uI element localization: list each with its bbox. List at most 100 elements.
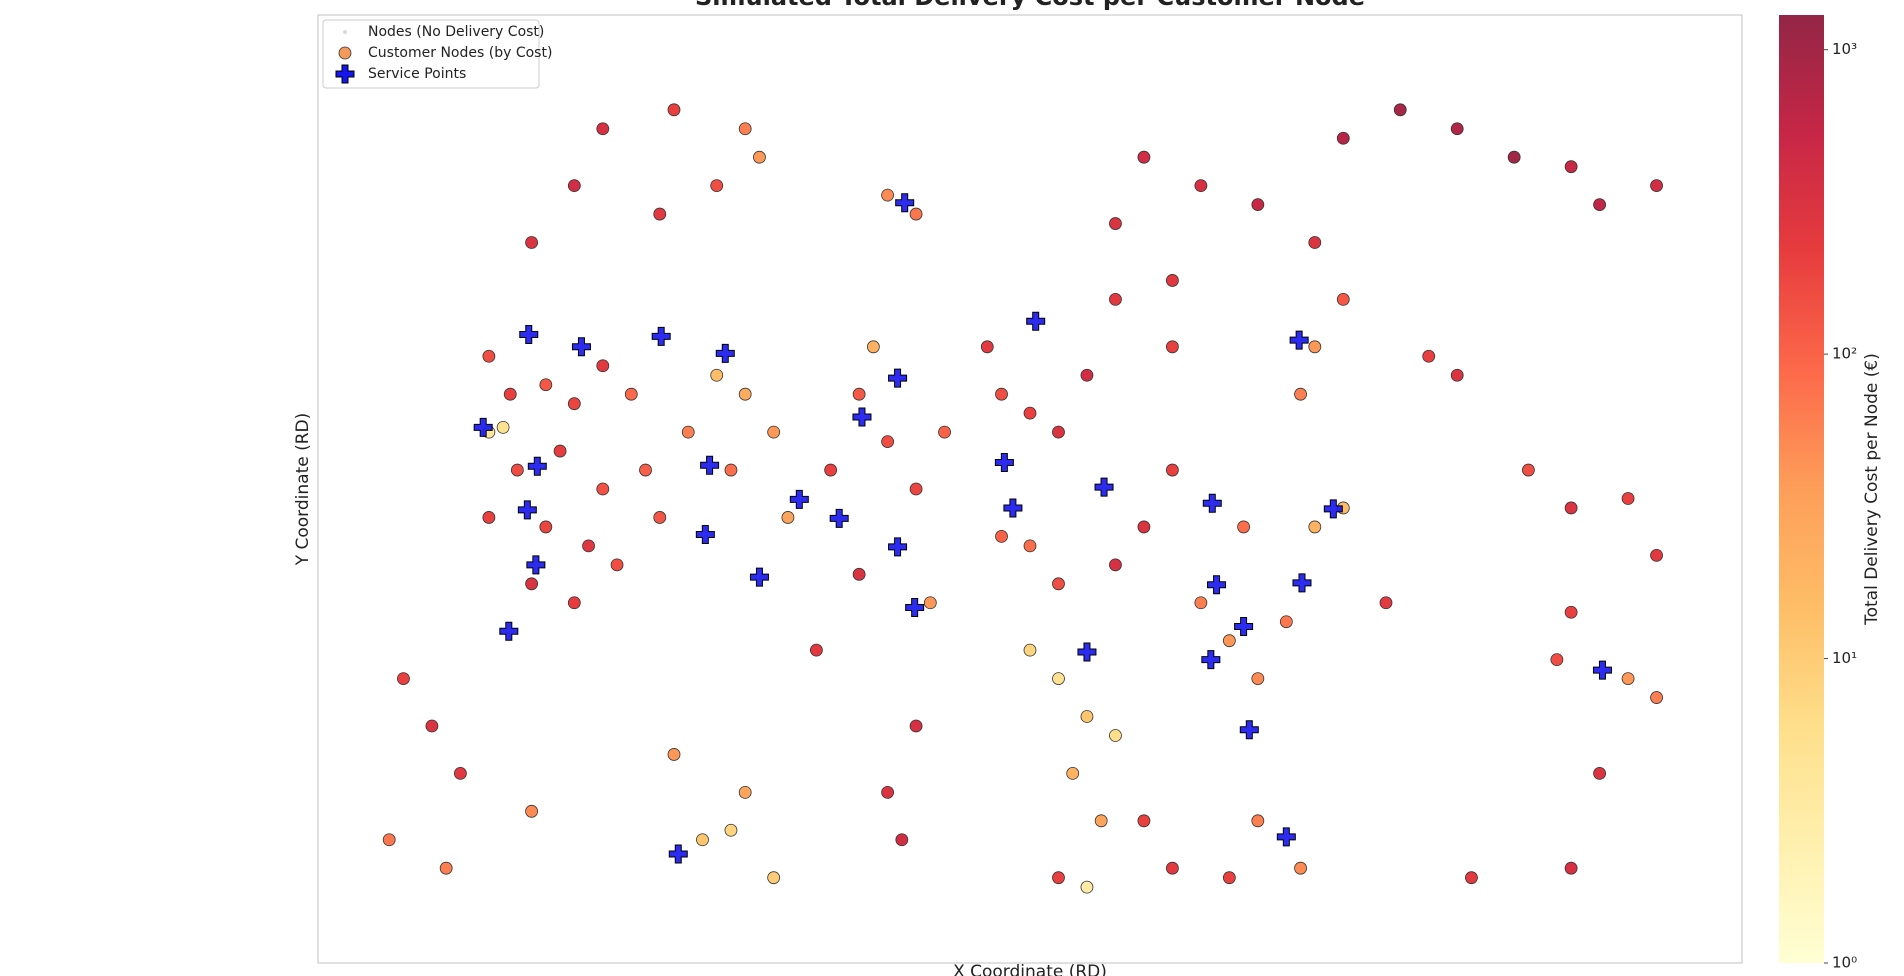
customer-node <box>567 596 581 610</box>
customer-node <box>1052 425 1065 439</box>
customer-node <box>1593 198 1606 212</box>
customer-node <box>738 387 752 401</box>
customer-node <box>1137 814 1151 828</box>
service-point <box>1323 499 1343 519</box>
customer-node <box>397 672 410 685</box>
customer-node <box>1550 653 1564 667</box>
customer-node <box>738 785 752 799</box>
customer-node <box>482 511 496 524</box>
service-point <box>1202 493 1222 513</box>
customer-node <box>667 103 681 117</box>
customer-node <box>539 520 553 534</box>
legend-label: Service Points <box>368 66 466 82</box>
service-point <box>1292 573 1312 593</box>
service-point <box>789 489 809 509</box>
customer-node <box>909 207 923 221</box>
legend-label: Nodes (No Delivery Cost) <box>368 24 544 40</box>
service-point <box>1207 575 1227 595</box>
customer-node <box>1450 122 1464 136</box>
customer-node <box>453 767 467 780</box>
customer-node <box>710 179 724 193</box>
customer-node <box>753 150 766 164</box>
customer-node <box>1621 492 1635 505</box>
service-point <box>888 368 908 388</box>
customer-node <box>1465 871 1478 885</box>
colorbar-tick-label: 10³ <box>1832 40 1857 58</box>
service-point <box>1289 330 1309 350</box>
customer-node <box>738 122 752 136</box>
customer-node <box>496 420 510 434</box>
customer-node <box>1294 861 1307 875</box>
customer-node <box>425 719 439 733</box>
colorbar-label: Total Delivery Cost per Node (€) <box>1862 353 1882 626</box>
customer-node <box>1450 368 1464 382</box>
customer-node <box>696 833 709 847</box>
customer-node <box>1166 274 1179 287</box>
customer-node <box>1564 501 1578 515</box>
customer-node <box>1194 596 1208 610</box>
service-point <box>695 525 715 545</box>
customer-node <box>567 179 581 193</box>
customer-node <box>510 463 524 477</box>
customer-node <box>1080 368 1094 382</box>
customer-node <box>1109 217 1122 230</box>
service-point <box>499 621 519 641</box>
customer-node <box>596 482 610 496</box>
customer-node <box>1564 605 1578 619</box>
customer-node <box>1137 150 1151 164</box>
customer-node <box>567 397 581 411</box>
customer-node <box>881 188 894 202</box>
customer-node <box>539 378 553 392</box>
customer-node <box>1393 103 1407 117</box>
customer-node <box>1621 672 1635 685</box>
customer-node <box>1294 387 1307 401</box>
service-point <box>571 337 591 357</box>
service-point <box>749 567 769 587</box>
customer-node <box>1650 548 1663 562</box>
customer-node <box>1109 292 1122 306</box>
legend: Nodes (No Delivery Cost) Customer Nodes (… <box>322 19 552 89</box>
customer-node <box>1336 292 1350 306</box>
customer-node <box>995 387 1008 401</box>
customer-node <box>1137 520 1151 534</box>
customer-node <box>667 748 681 761</box>
customer-node <box>439 861 453 875</box>
legend-box <box>322 19 540 89</box>
customer-node <box>1222 871 1236 885</box>
customer-node <box>1522 463 1535 477</box>
customer-node <box>482 349 496 363</box>
customer-node <box>1109 729 1122 742</box>
service-point <box>905 598 925 617</box>
customer-node <box>1052 672 1065 685</box>
customer-node <box>1564 160 1578 174</box>
service-point <box>888 537 908 557</box>
service-point <box>829 508 849 528</box>
service-point <box>715 343 735 363</box>
service-point <box>526 555 546 575</box>
customer-node <box>1052 871 1065 885</box>
service-point <box>473 417 493 437</box>
customer-node <box>1066 767 1080 780</box>
service-point <box>1592 660 1612 680</box>
customer-node <box>1052 577 1065 591</box>
legend-marker <box>343 30 347 34</box>
customer-node <box>1279 615 1293 629</box>
service-point <box>1077 642 1097 662</box>
customer-node <box>909 482 923 496</box>
service-point <box>1094 477 1114 497</box>
customer-node <box>1094 814 1108 828</box>
customer-node <box>1251 672 1265 685</box>
customer-node <box>1023 406 1037 420</box>
customer-node <box>980 340 994 354</box>
customer-node <box>596 122 610 136</box>
colorbar <box>1779 15 1824 963</box>
customer-node <box>810 643 823 657</box>
customer-node <box>923 596 937 610</box>
customer-node <box>1308 340 1322 354</box>
customer-node <box>1109 558 1122 572</box>
customer-node <box>724 823 738 837</box>
customer-node <box>1080 710 1094 723</box>
customer-node <box>582 539 595 553</box>
service-point <box>895 193 915 213</box>
